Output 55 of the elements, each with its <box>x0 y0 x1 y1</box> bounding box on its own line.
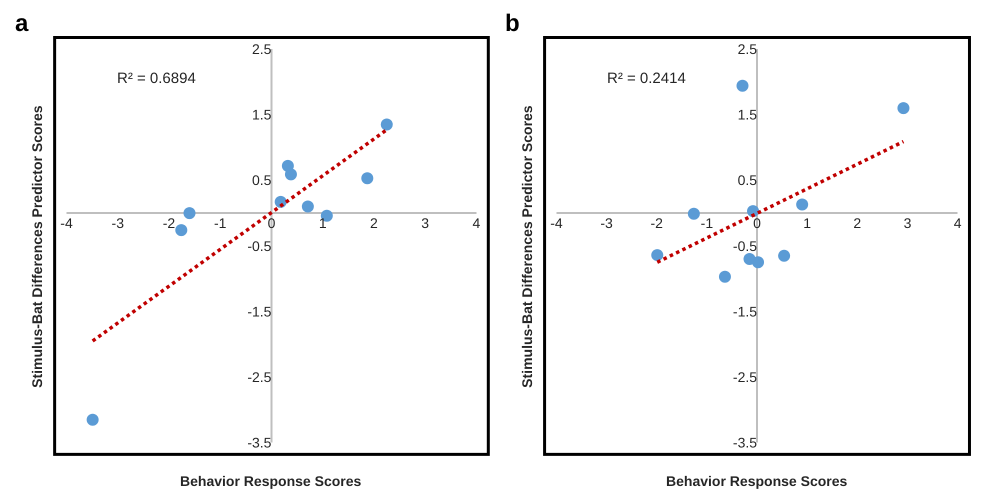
x-tick-label: 0 <box>753 215 762 232</box>
x-tick-label: -4 <box>550 215 563 232</box>
x-tick-label: 0 <box>268 215 276 232</box>
y-axis-title: Stimulus-Bat Differences Predictor Scores <box>519 105 536 388</box>
x-tick-label: -1 <box>214 215 227 232</box>
y-tick-label: 0.5 <box>252 172 272 188</box>
y-tick-label: -0.5 <box>732 238 758 254</box>
annotation: R² = 0.6894 <box>117 70 196 87</box>
point <box>175 224 188 236</box>
x-tick-label: 2 <box>370 215 378 232</box>
x-tick-label: 3 <box>904 215 912 232</box>
y-tick-label: -1.5 <box>247 303 272 320</box>
x-tick-label: -2 <box>162 215 176 232</box>
x-tick-label: -3 <box>112 215 124 232</box>
point <box>688 208 700 220</box>
x-tick-label: 2 <box>853 215 862 232</box>
point <box>736 80 748 92</box>
chart-title: b <box>505 10 520 37</box>
y-tick-label: 1.5 <box>738 106 758 123</box>
y-tick-label: -1.5 <box>732 303 758 320</box>
point <box>361 172 374 184</box>
point <box>284 168 297 180</box>
point <box>752 256 764 268</box>
x-tick-label: -3 <box>600 215 614 232</box>
point <box>718 270 731 283</box>
y-tick-label: -2.5 <box>732 368 758 385</box>
point <box>380 118 393 130</box>
y-tick-label: -3.5 <box>247 434 272 451</box>
chart-title: a <box>15 10 29 37</box>
point <box>651 249 664 262</box>
y-tick-label: 2.5 <box>252 40 272 57</box>
x-tick-label: 1 <box>318 215 327 232</box>
annotation: R² = 0.2414 <box>607 70 686 87</box>
y-tick-label: -0.5 <box>247 238 272 254</box>
x-tick-label: 4 <box>472 215 481 232</box>
x-tick-label: -2 <box>650 215 664 232</box>
point <box>796 198 808 211</box>
y-tick-label: 1.5 <box>252 106 272 123</box>
x-tick-label: 1 <box>803 215 812 232</box>
y-tick-label: 2.5 <box>738 40 758 57</box>
point <box>302 200 314 213</box>
point <box>183 207 196 220</box>
y-tick-label: 0.5 <box>738 172 758 188</box>
y-tick-label: -3.5 <box>732 434 758 451</box>
point <box>86 414 99 426</box>
x-axis-title: Behavior Response Scores <box>666 473 848 489</box>
point <box>897 102 910 114</box>
x-axis-title: Behavior Response Scores <box>180 473 362 489</box>
x-tick-label: 4 <box>954 215 962 232</box>
x-tick-label: 3 <box>421 215 430 232</box>
x-tick-label: -4 <box>60 215 73 232</box>
y-tick-label: -2.5 <box>247 368 272 385</box>
x-tick-label: -1 <box>700 215 714 232</box>
y-axis-title: Stimulus-Bat Differences Predictor Scores <box>29 105 46 388</box>
point <box>778 250 790 262</box>
